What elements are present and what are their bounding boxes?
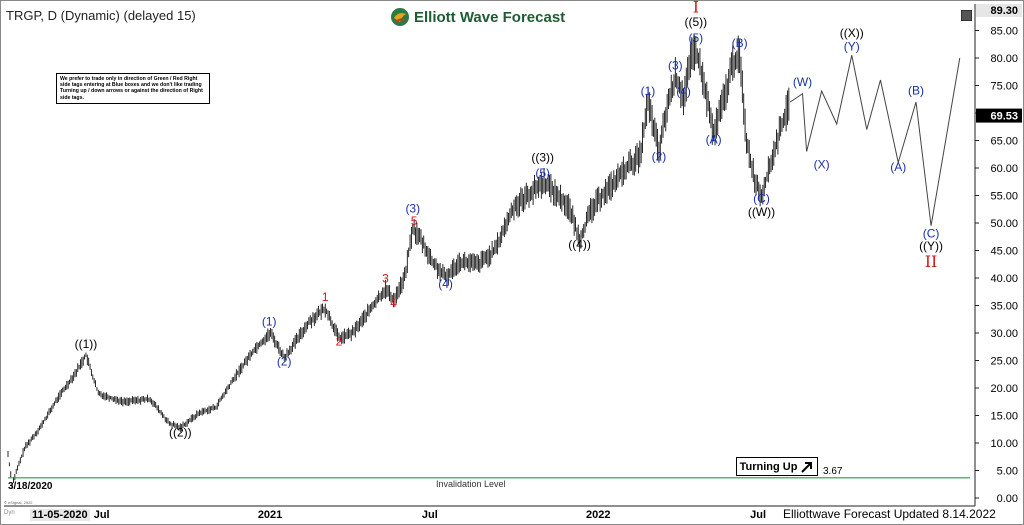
updated-footer: Elliottwave Forecast Updated 8.14.2022: [783, 507, 996, 521]
price-bars: [7, 35, 790, 489]
time-tick-label: Jul: [750, 509, 767, 521]
symbol-title: TRGP, D (Dynamic) (delayed 15): [6, 8, 196, 23]
time-tick-label: 2021: [257, 509, 283, 521]
last-price-box: [976, 108, 1022, 123]
globe-logo-icon: [391, 8, 409, 26]
wave-label: (4): [676, 84, 691, 98]
wave-label: (5): [689, 31, 704, 45]
last-price-tag: 69.53: [976, 108, 1022, 123]
wave-label: 2: [336, 335, 343, 349]
logo: Elliott Wave Forecast: [390, 6, 565, 28]
projection-line: [789, 55, 961, 226]
wave-label: ((5)): [685, 15, 708, 29]
last-price-label: 69.53: [990, 111, 1018, 123]
wave-label: 5: [411, 214, 418, 228]
wave-label: ((1)): [75, 337, 98, 351]
price-tick-label: 40.00: [990, 273, 1018, 285]
wave-label: (4): [438, 277, 453, 291]
copyright: © eSignal, 2022: [4, 500, 33, 505]
settings-icon[interactable]: [961, 10, 972, 21]
time-tick-label: Jul: [93, 509, 110, 521]
logo-text: Elliott Wave Forecast: [414, 8, 566, 26]
high-price-box: [976, 4, 1022, 17]
price-tick-label: 50.00: [990, 218, 1018, 230]
wave-label: I: [693, 0, 699, 16]
turning-up-label: Turning Up: [739, 460, 798, 473]
wave-label: ((4)): [568, 237, 591, 251]
price-tick-label: 10.00: [990, 438, 1018, 450]
invalidation-label: Invalidation Level: [436, 479, 506, 489]
wave-label: (A): [706, 132, 722, 146]
price-tick-label: 55.00: [990, 191, 1018, 203]
wave-label: (1): [641, 84, 656, 98]
wave-label: ((Y)): [919, 239, 943, 253]
invalidation-value: 3.67: [823, 466, 843, 477]
wave-label: II: [925, 252, 938, 271]
wave-label: ((2)): [169, 425, 192, 439]
price-tick-label: 80.00: [990, 53, 1018, 65]
wave-label: ((3)): [531, 150, 554, 164]
price-tick-label: 75.00: [990, 81, 1018, 93]
wave-label: (5): [535, 166, 550, 180]
wave-label: (B): [732, 36, 748, 50]
arrow-up-right-icon: [801, 461, 813, 473]
wave-label: (W): [793, 75, 812, 89]
wave-label: (2): [652, 149, 667, 163]
wave-label: (A): [890, 160, 906, 174]
trading-note: We prefer to trade only in direction of …: [56, 73, 210, 104]
price-tick-label: 20.00: [990, 383, 1018, 395]
wave-label: 1: [322, 290, 329, 304]
price-tick-label: 15.00: [990, 411, 1018, 423]
dyn-label: Dyn: [4, 510, 15, 516]
wave-label: (2): [277, 354, 292, 368]
price-tick-label: 85.00: [990, 26, 1018, 38]
wave-label: (3): [405, 202, 420, 216]
price-tick-label: 60.00: [990, 163, 1018, 175]
price-tick-label: 30.00: [990, 328, 1018, 340]
wave-label: (1): [262, 314, 277, 328]
high-price-label: 89.30: [990, 5, 1018, 17]
price-tick-label: 5.00: [997, 466, 1018, 478]
wave-label: (X): [814, 158, 830, 172]
turning-up-badge: Turning Up: [736, 457, 818, 476]
price-tick-label: 0.00: [997, 493, 1018, 505]
price-axis: 0.00 5.00 10.00 15.00 20.00 25.00 30.00 35.00 40…: [975, 4, 1022, 505]
wave-label: ((W)): [748, 205, 775, 219]
time-tick-label: Jul: [421, 509, 438, 521]
price-tick-label: 65.00: [990, 136, 1018, 148]
time-tick-label: 2022: [586, 509, 611, 521]
wave-label: (Y): [844, 39, 860, 53]
wave-label: 4: [390, 296, 397, 310]
cursor-date: 11-05-2020: [30, 509, 90, 521]
price-tick-label: 45.00: [990, 246, 1018, 258]
wave-label: (3): [668, 59, 683, 73]
wave-label: 3: [382, 271, 389, 285]
wave-label: (B): [908, 83, 924, 97]
start-date: 3/18/2020: [8, 481, 53, 492]
price-tick-label: 35.00: [990, 301, 1018, 313]
wave-label: ((X)): [840, 26, 864, 40]
wave-label: (C): [753, 192, 770, 206]
wave-labels: ((1))((2))(1)(2)1234(3)5(4)((3))(5)((4))…: [75, 0, 943, 439]
wave-label: (C): [923, 226, 940, 240]
projection-path: [789, 55, 961, 226]
price-tick-label: 25.00: [990, 356, 1018, 368]
